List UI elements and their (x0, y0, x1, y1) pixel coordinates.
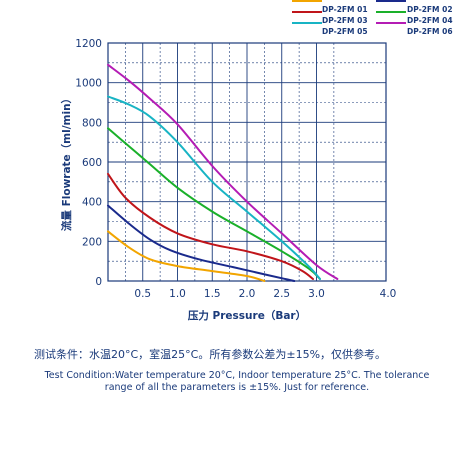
series-line-4 (107, 127, 321, 280)
y-tick-label: 600 (82, 157, 102, 169)
legend-label: DP-2FM 04 (407, 16, 453, 25)
grid (108, 43, 386, 281)
x-tick-label: 0.5 (134, 288, 151, 300)
series-line-5 (107, 95, 321, 280)
plot-frame (107, 42, 387, 282)
x-tick-label: 3.0 (308, 288, 325, 300)
y-tick-label: 400 (82, 197, 102, 209)
legend-label: DP-2FM 06 (407, 27, 453, 36)
legend-label: DP-2FM 01 (322, 5, 368, 14)
y-tick-label: 1200 (75, 38, 102, 50)
test-condition-cn: 测试条件：水温20°C，室温25°C。所有参数公差为±15%，仅供参考。 (34, 348, 387, 361)
test-condition-en-line2: range of all the parameters is ±15%. Jus… (104, 382, 370, 393)
y-tick-label: 1000 (75, 78, 102, 90)
y-tick-labels: 0 200 400 600 800 1000 1200 (75, 38, 102, 288)
y-tick-label: 200 (82, 236, 102, 248)
y-tick-label: 800 (82, 117, 102, 129)
series-line-1 (107, 230, 266, 282)
series-line-2 (107, 204, 296, 282)
series-line-3 (107, 172, 314, 280)
y-tick-label: 0 (95, 276, 102, 288)
legend-label: DP-2FM 02 (407, 5, 453, 14)
x-axis-label: 压力 Pressure（Bar） (188, 309, 306, 322)
legend: DP-2FM 01 DP-2FM 02 DP-2FM 03 DP-2FM 04 DP-2… (292, 0, 453, 36)
x-tick-label: 4.0 (380, 288, 397, 300)
legend-label: DP-2FM 03 (322, 16, 368, 25)
x-tick-label: 2.0 (239, 288, 256, 300)
series-line-6 (107, 63, 339, 280)
y-axis-label: 流量 Flowrate（ml/min） (60, 93, 73, 231)
series-lines (107, 63, 339, 282)
x-tick-label: 2.5 (273, 288, 290, 300)
x-tick-label: 1.5 (204, 288, 221, 300)
legend-label: DP-2FM 05 (322, 27, 368, 36)
test-condition-en-line1: Test Condition:Water temperature 20°C, I… (44, 370, 430, 381)
flowrate-chart: DP-2FM 01 DP-2FM 02 DP-2FM 03 DP-2FM 04 DP-2… (60, 0, 453, 322)
x-tick-label: 1.0 (169, 288, 186, 300)
x-tick-labels: 0.5 1.0 1.5 2.0 2.5 3.0 4.0 (134, 288, 396, 300)
